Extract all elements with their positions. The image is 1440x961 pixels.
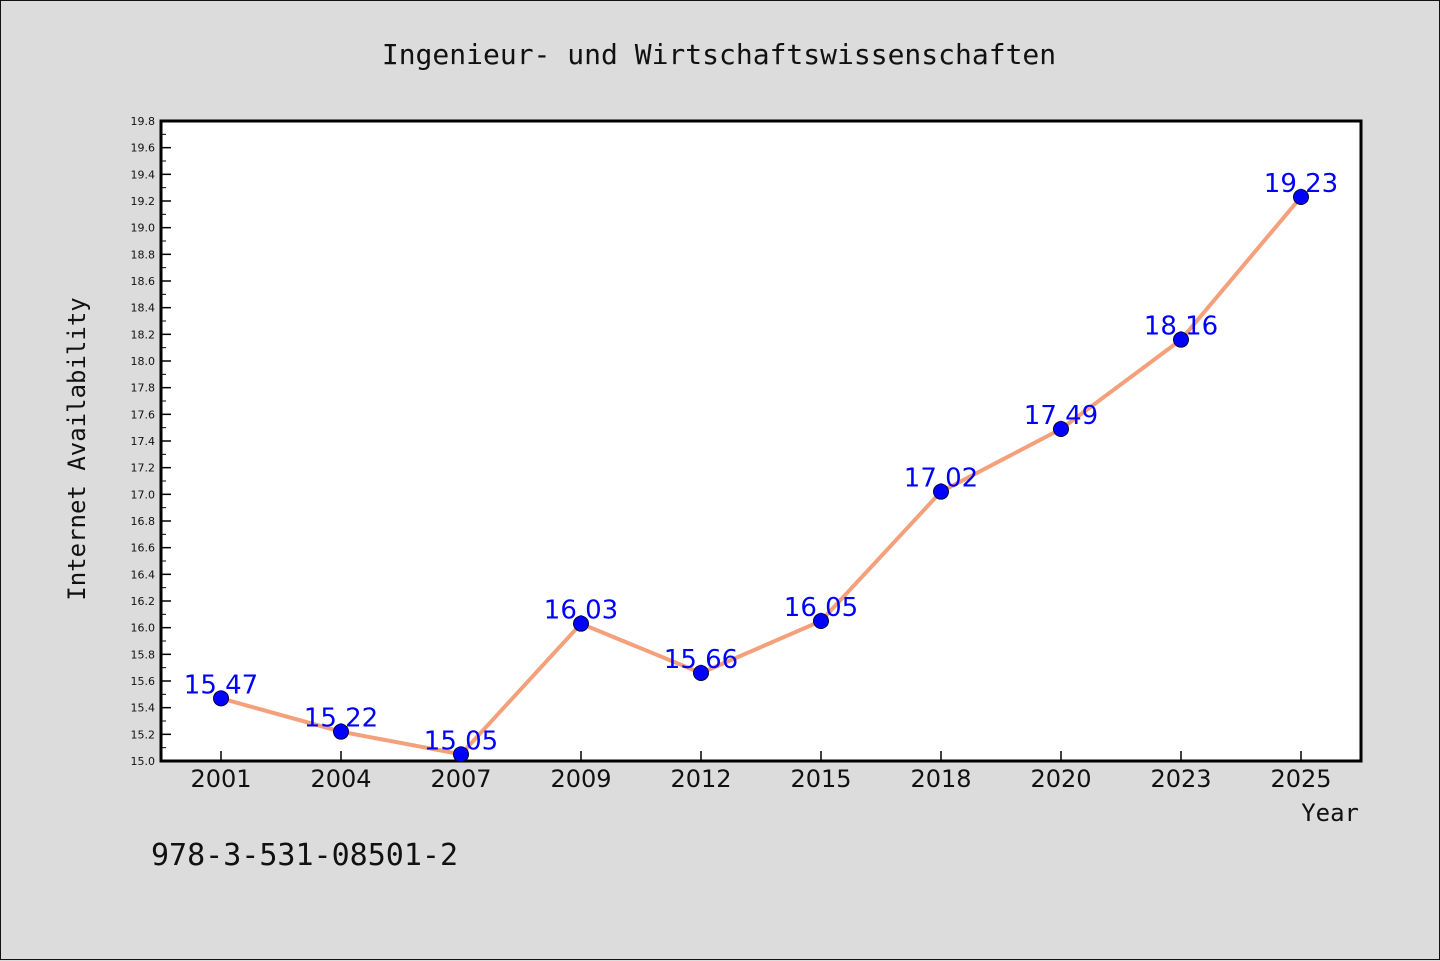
y-tick-label: 19.0 <box>131 222 156 235</box>
y-tick-label: 17.2 <box>131 462 156 475</box>
data-label: 16.05 <box>784 593 858 623</box>
y-tick-label: 17.0 <box>131 488 156 501</box>
data-point <box>573 615 589 632</box>
data-point <box>453 746 469 763</box>
data-point <box>213 690 229 707</box>
y-tick-label: 19.2 <box>131 195 156 208</box>
data-point <box>1173 331 1189 348</box>
data-point <box>1053 421 1069 437</box>
data-label: 18.16 <box>1144 312 1218 342</box>
data-label: 16.03 <box>544 596 618 626</box>
x-tick-label: 2012 <box>670 765 731 793</box>
series-line <box>220 195 1303 757</box>
data-label: 17.02 <box>904 464 978 494</box>
y-tick-label: 18.6 <box>131 275 156 288</box>
data-point <box>813 613 829 629</box>
y-tick-label: 17.4 <box>131 435 156 448</box>
data-label: 19.23 <box>1264 169 1338 199</box>
y-tick-label: 18.0 <box>131 355 156 368</box>
y-tick-label: 15.8 <box>131 648 156 661</box>
plot-area <box>159 119 1363 763</box>
y-tick-label: 19.6 <box>131 142 156 155</box>
series-line-group <box>220 195 1303 757</box>
y-tick-label: 15.6 <box>131 675 156 688</box>
x-tick-label: 2007 <box>430 765 491 793</box>
y-tick-label: 18.2 <box>131 328 156 341</box>
y-tick-label: 18.8 <box>131 248 156 261</box>
data-point <box>933 483 949 500</box>
y-tick-label: 15.4 <box>131 702 156 715</box>
isbn-text: 978-3-531-08501-2 <box>151 838 458 873</box>
data-label: 15.47 <box>184 670 258 700</box>
data-label: 15.66 <box>664 645 738 675</box>
x-tick-label: 2020 <box>1030 765 1091 793</box>
y-tick-label: 16.4 <box>131 568 156 581</box>
y-tick-label: 19.4 <box>131 168 156 181</box>
x-axis-label: Year <box>1301 799 1359 827</box>
x-tick-label: 2004 <box>310 765 371 793</box>
data-point <box>1293 189 1309 205</box>
chart-title: Ingenieur- und Wirtschaftswissenschaften <box>382 38 1056 71</box>
x-tick-label: 2023 <box>1150 765 1211 793</box>
y-axis-ticks: 15.0 15.2 15.4 15.6 15.8 16.0 16.2 16.4 16.6 16.8… <box>131 115 171 768</box>
x-tick-label: 2018 <box>910 765 971 793</box>
y-tick-label: 18.4 <box>131 302 156 315</box>
y-tick-label: 16.6 <box>131 542 156 555</box>
y-tick-label: 17.6 <box>131 408 156 421</box>
x-tick-label: 2001 <box>190 765 251 793</box>
data-point <box>693 665 709 681</box>
data-label: 15.05 <box>424 726 498 756</box>
data-label: 17.49 <box>1024 401 1098 431</box>
x-tick-label: 2009 <box>550 765 611 793</box>
data-point <box>333 723 349 740</box>
x-tick-label: 2025 <box>1270 765 1331 793</box>
y-tick-label: 16.2 <box>131 595 156 608</box>
data-markers <box>213 189 1309 763</box>
y-tick-label: 16.0 <box>131 622 156 635</box>
y-axis-label: Internet Availability <box>63 297 91 600</box>
data-labels: 15.47 15.22 15.05 16.03 15.66 16.05 17.02 17.49… <box>184 169 1338 756</box>
x-axis-ticks: 2001 2004 2007 2009 2012 2015 2018 2020 2023 2025 <box>190 751 1332 793</box>
y-tick-label: 15.2 <box>131 728 156 741</box>
y-tick-label: 17.8 <box>131 382 156 395</box>
x-tick-label: 2015 <box>790 765 851 793</box>
y-tick-label: 19.8 <box>131 115 156 128</box>
data-label: 15.22 <box>304 704 378 734</box>
y-tick-label: 15.0 <box>131 755 156 768</box>
y-tick-label: 16.8 <box>131 515 156 528</box>
